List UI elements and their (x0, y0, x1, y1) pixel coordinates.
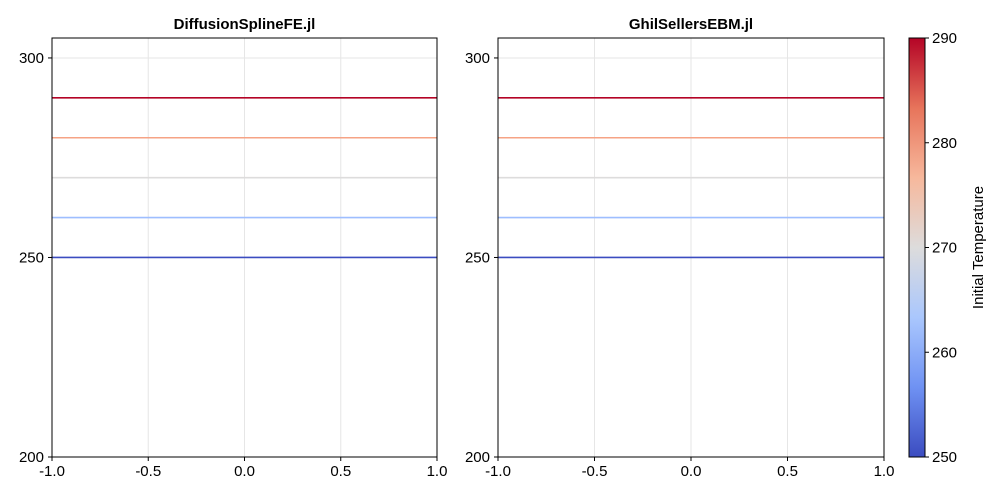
x-tick-label: 1.0 (427, 463, 448, 480)
colorbar-bar (908, 37, 926, 458)
colorbar-tick-label: 290 (932, 30, 957, 47)
x-tick-label: 1.0 (874, 463, 895, 480)
x-tick-label: -0.5 (135, 463, 161, 480)
y-tick-label: 200 (19, 449, 44, 466)
y-tick-label: 250 (19, 249, 44, 266)
x-tick-label: 0.5 (330, 463, 351, 480)
panel-2: -1.0 -0.5 0.0 0.5 1.0 200 250 300 GhilSellersEBM… (465, 16, 894, 480)
colorbar-tick-label: 250 (932, 449, 957, 466)
x-tick-label: -1.0 (485, 463, 511, 480)
x-tick-label: 0.0 (681, 463, 702, 480)
y-tick-label: 250 (465, 249, 490, 266)
colorbar-tick-label: 280 (932, 135, 957, 152)
x-tick-label: 0.0 (234, 463, 255, 480)
colorbar-label: Initial Temperature (970, 186, 987, 309)
colorbar: 250 260 270 280 290 Initial Temperature (908, 30, 987, 466)
colorbar-tick-label: 270 (932, 240, 957, 257)
panel-title: GhilSellersEBM.jl (629, 16, 753, 33)
x-tick-label: 0.5 (777, 463, 798, 480)
x-tick-label: -1.0 (39, 463, 65, 480)
panel-1: -1.0 -0.5 0.0 0.5 1.0 200 250 300 DiffusionSplin… (19, 16, 447, 480)
y-tick-label: 200 (465, 449, 490, 466)
x-tick-label: -0.5 (582, 463, 608, 480)
y-tick-label: 300 (19, 50, 44, 67)
colorbar-tick-label: 260 (932, 344, 957, 361)
panel-title: DiffusionSplineFE.jl (174, 16, 316, 33)
y-tick-label: 300 (465, 50, 490, 67)
